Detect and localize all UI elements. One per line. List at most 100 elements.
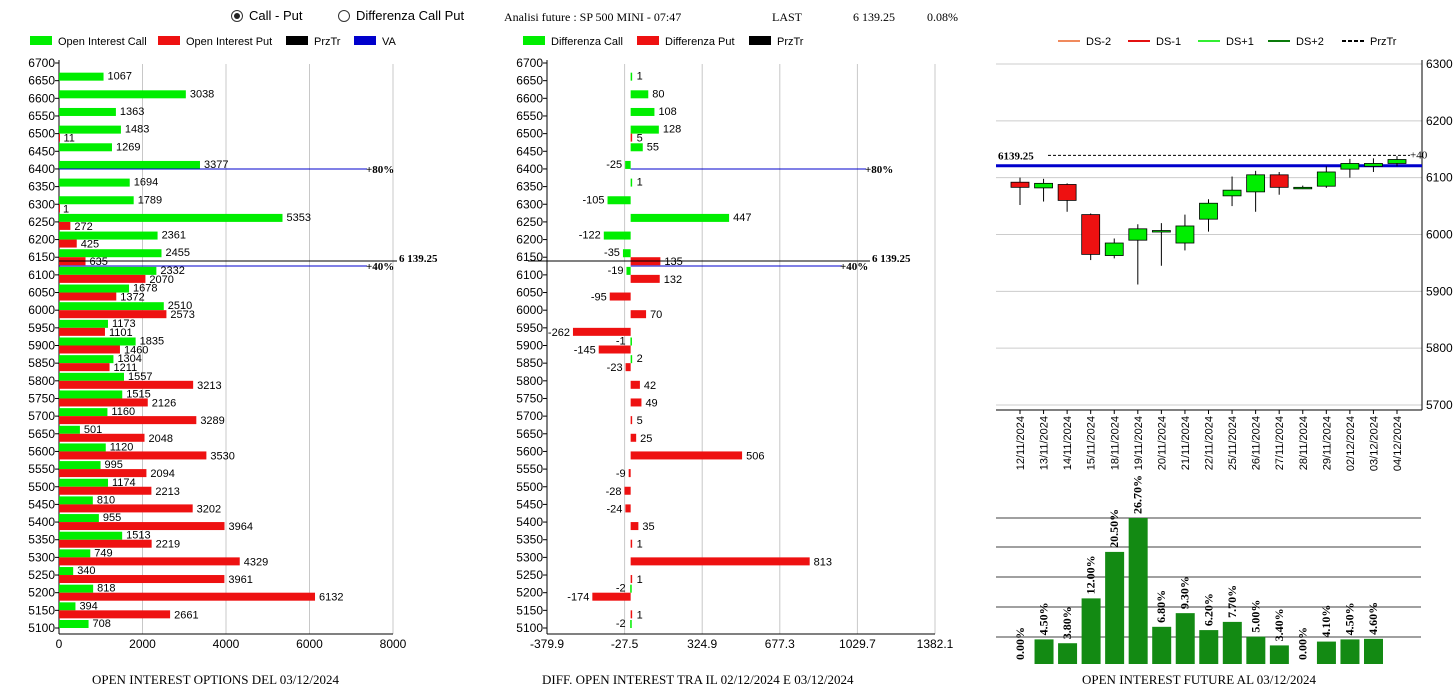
x-tick-3: 6000 [296,637,323,651]
call-label-5800: 1557 [128,371,152,383]
put-label-5850: 1211 [114,362,138,374]
call-label-6650: 1067 [108,71,132,83]
put-bar-5500 [59,486,152,495]
call-bar-5950 [59,319,108,328]
y-tick-0: 6300 [1426,57,1453,71]
strike-label-6300: 6300 [516,197,543,211]
strike-label-5800: 5800 [516,374,543,388]
put-diff-label-5150: 1 [637,609,643,621]
call-label-5850: 1304 [117,353,141,365]
candle-body-5 [1128,228,1148,241]
put-label-5550: 2094 [150,468,174,480]
put-label-6100: 2070 [149,274,173,286]
put-diff-label-5850: -23 [607,362,623,374]
put-diff-bar-5550 [628,469,631,478]
legend-swatch-3 [354,36,376,45]
put-bar-6250 [59,221,71,230]
call-bar-6400 [59,160,200,169]
call-label-5500: 1174 [112,477,136,489]
call-bar-5400 [59,514,99,523]
oi-label-7: 9.30% [1178,576,1192,609]
put-label-5200: 6132 [319,592,343,604]
strike-label-6100: 6100 [516,268,543,282]
strike-label-5500: 5500 [516,480,543,494]
put-label-6150: 635 [90,256,108,268]
call-diff-label-6150: -35 [604,247,620,259]
call-bar-5850 [59,355,114,364]
call-diff-label-6600: 80 [652,88,664,100]
call-diff-bar-5200 [630,584,632,593]
call-label-5650: 501 [84,424,102,436]
legend-label-2: PrzTr [777,36,804,48]
call-bar-6500 [59,125,121,134]
call-bar-5900 [59,337,136,346]
put-diff-bar-5750 [630,398,642,407]
date-label-7: 21/11/2024 [1180,416,1192,470]
strike-label-6350: 6350 [516,180,543,194]
call-diff-bar-6250 [630,213,730,222]
call-diff-bar-6550 [630,107,655,116]
call-diff-label-5100: -2 [616,618,626,630]
legend-swatch-2 [286,36,308,45]
legend-label-0: Differenza Call [551,36,623,48]
legend-label-3: VA [382,36,397,48]
put-diff-label-5650: 25 [640,433,652,445]
radio-call-put[interactable]: Call - Put [231,8,302,23]
call-label-5200: 818 [97,583,115,595]
put-bar-5900 [59,345,120,354]
put-label-5400: 3964 [228,521,252,533]
right-label: +40 [1410,149,1428,161]
put-label-6500: 11 [63,133,74,145]
strike-label-5300: 5300 [28,550,55,564]
put-label-5950: 1101 [109,327,133,339]
call-bar-5450 [59,496,93,505]
call-diff-bar-6100 [626,266,631,275]
put-diff-label-6000: 70 [650,309,662,321]
caption-options: OPEN INTEREST OPTIONS DEL 03/12/2024 [92,672,339,687]
przt-label: 6 139.25 [399,253,438,265]
candle-body-16 [1387,159,1407,164]
put-label-5500: 2213 [155,486,179,498]
call-bar-6650 [59,72,104,81]
oi-bar-9 [1222,621,1242,664]
legend-label-2: DS+1 [1226,36,1254,48]
date-label-3: 15/11/2024 [1086,416,1098,470]
date-label-15: 03/12/2024 [1368,416,1380,471]
put-diff-bar-6500 [630,133,633,142]
strike-label-5650: 5650 [516,427,543,441]
put-bar-5450 [59,504,193,513]
legend-swatch-2 [749,36,771,45]
strike-label-5750: 5750 [28,391,55,405]
call-diff-label-6200: -122 [579,230,601,242]
put-diff-label-5450: -24 [606,503,622,515]
radio-unselected-icon[interactable] [338,9,350,22]
radio-differenza[interactable]: Differenza Call Put [338,8,464,23]
put-diff-bar-5850 [625,363,631,372]
call-label-5150: 394 [79,600,97,612]
legend-label-1: Open Interest Put [186,36,272,48]
y-tick-1: 6200 [1426,114,1453,128]
strike-label-5200: 5200 [28,586,55,600]
date-label-10: 26/11/2024 [1251,416,1263,470]
oi-label-2: 3.80% [1060,606,1074,639]
x-tick-2: 4000 [213,637,240,651]
x-tick-1: 2000 [129,637,156,651]
put-bar-5250 [59,575,225,584]
strike-label-6200: 6200 [516,233,543,247]
diff-open-interest-chart: Differenza Call Differenza Put PrzTr -379.9… [516,36,954,651]
radio-selected-icon[interactable] [231,9,243,22]
call-bar-5600 [59,443,106,452]
oi-bar-10 [1246,636,1266,664]
put-bar-6300 [59,204,60,213]
oi-bar-8 [1199,630,1219,664]
strike-label-5850: 5850 [28,356,55,370]
legend-label-0: Open Interest Call [58,36,147,48]
put-diff-label-5300: 813 [814,556,832,568]
strike-label-5400: 5400 [28,515,55,529]
strike-label-6300: 6300 [28,197,55,211]
x-tick-2: 324.9 [687,637,717,651]
call-diff-bar-6600 [630,90,649,99]
put-diff-label-5950: -262 [548,327,570,339]
candle-body-6 [1151,230,1171,233]
